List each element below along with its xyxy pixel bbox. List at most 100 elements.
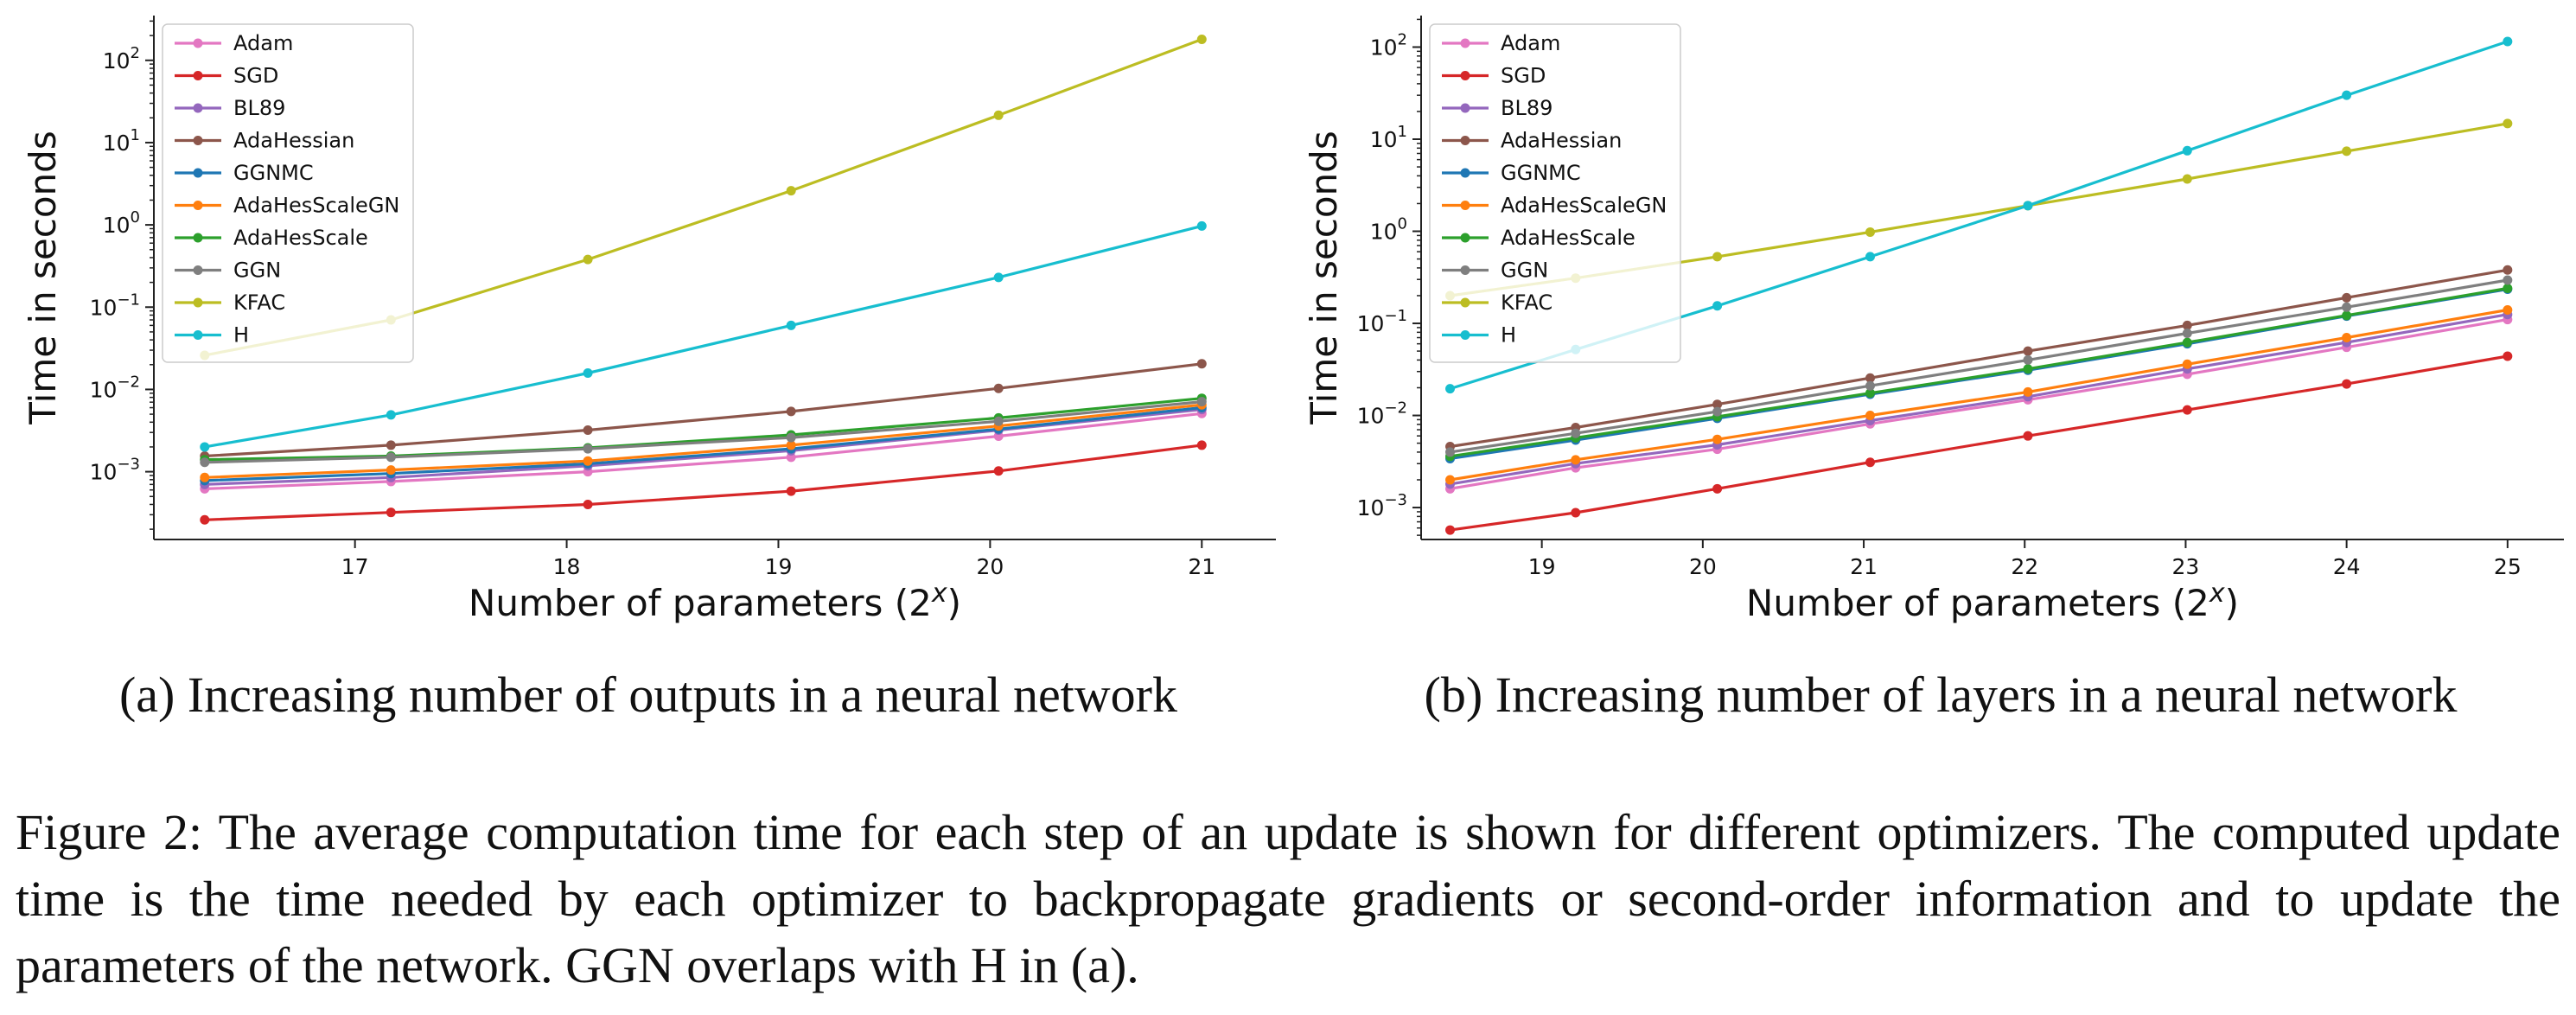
chart-b: 10−3 10−2 10−1 100 101 102 19 20 21 22 23 24 25 Numbe… (1303, 16, 2564, 624)
data-point-ggn (2023, 354, 2033, 365)
data-point-h (200, 442, 210, 452)
data-point-h (1196, 220, 1207, 231)
y-tick-label: 10−1 (1357, 307, 1407, 336)
data-point-ggn (1712, 406, 1723, 417)
data-point-adahessian (2503, 265, 2513, 275)
data-point-kfac (583, 254, 593, 265)
data-point-adahessian (583, 425, 593, 436)
data-point-ggn (786, 432, 796, 443)
data-point-sgd (200, 514, 210, 525)
figure-caption: Figure 2: The average computation time f… (16, 804, 2560, 993)
data-point-ggn (2503, 275, 2513, 285)
y-axis-title: Time in seconds (1303, 131, 1345, 425)
series-line-adam (1450, 318, 2509, 490)
x-tick-label: 17 (341, 554, 369, 579)
data-point-adahesscalegn (2342, 333, 2352, 343)
legend-marker (1460, 103, 1470, 113)
legend-label: GGN (1501, 259, 1548, 283)
x-axis-title: Number of parameters (2x) (469, 578, 961, 624)
data-point-h (2023, 201, 2033, 211)
data-point-adahesscalegn (2503, 304, 2513, 315)
data-point-ggn (1196, 397, 1207, 407)
legend-label: AdaHesScale (233, 226, 368, 250)
legend-label: AdaHesScale (1501, 226, 1636, 250)
series-line-adam (204, 412, 1202, 490)
data-point-h (386, 410, 396, 420)
subcaption-a: (a) Increasing number of outputs in a ne… (118, 667, 1178, 723)
data-point-h (583, 368, 593, 379)
y-tick-label: 102 (103, 44, 140, 73)
data-point-adahesscale (2182, 337, 2192, 348)
data-point-adahessian (1712, 399, 1723, 410)
data-point-sgd (2182, 405, 2192, 415)
legend-label: H (1501, 323, 1516, 348)
legend-label: Adam (1501, 31, 1560, 55)
data-point-adahessian (386, 440, 396, 450)
data-point-ggn (993, 416, 1004, 426)
y-tick-label: 10−1 (90, 290, 140, 320)
legend-marker (193, 71, 203, 80)
legend-marker (193, 330, 203, 340)
data-point-ggn (1865, 380, 1875, 391)
data-point-adam (786, 452, 796, 463)
y-tick-label: 10−3 (1357, 491, 1407, 520)
data-point-sgd (2503, 351, 2513, 361)
x-tick-label: 19 (1528, 554, 1556, 579)
legend-label: H (233, 323, 249, 348)
y-tick-label: 101 (103, 126, 140, 156)
data-point-sgd (993, 466, 1004, 476)
data-point-adahessian (2342, 292, 2352, 303)
x-tick-label: 24 (2333, 554, 2361, 579)
data-point-adahesscalegn (786, 440, 796, 450)
legend-marker (1460, 168, 1470, 178)
data-point-adahesscale (2342, 310, 2352, 321)
data-point-ggn (583, 444, 593, 454)
legend-label: AdaHessian (233, 129, 354, 153)
x-tick-label: 21 (1188, 554, 1215, 579)
series-line-adahesscalegn (1450, 308, 2509, 482)
data-point-adahessian (993, 383, 1004, 393)
data-point-ggn (386, 452, 396, 463)
series-line-ggn (1450, 278, 2509, 454)
y-tick-label: 100 (103, 208, 140, 238)
data-point-h (1712, 301, 1723, 311)
data-point-kfac (1196, 34, 1207, 44)
legend-marker (1460, 330, 1470, 340)
data-point-sgd (1865, 457, 1875, 468)
legend-box (1429, 23, 1681, 363)
legend-label: Adam (233, 31, 293, 55)
data-point-ggn (2182, 329, 2192, 339)
legend-label: GGN (233, 259, 281, 283)
data-point-h (2182, 145, 2192, 156)
data-point-sgd (786, 486, 796, 496)
data-point-h (786, 320, 796, 330)
data-point-kfac (1712, 252, 1723, 262)
x-tick-label: 20 (1689, 554, 1717, 579)
y-tick-label: 101 (1370, 123, 1407, 152)
legend-marker (1460, 38, 1470, 48)
data-point-adahessian (2023, 346, 2033, 356)
legend-marker (1460, 297, 1470, 308)
y-axis-title: Time in seconds (22, 131, 64, 425)
series-line-ggn (204, 400, 1202, 464)
data-point-kfac (2182, 174, 2192, 184)
series-line-adahesscale (1450, 286, 2509, 458)
series-line-bl89 (1450, 313, 2509, 486)
x-tick-label: 18 (553, 554, 581, 579)
data-point-kfac (2503, 118, 2513, 129)
y-tick-label: 102 (1370, 30, 1407, 60)
legend-marker (193, 168, 203, 178)
legend-label: SGD (1501, 64, 1546, 88)
x-tick-label: 20 (976, 554, 1004, 579)
legend-marker (1460, 201, 1470, 210)
legend-label: AdaHesScaleGN (233, 194, 399, 218)
data-point-h (2342, 90, 2352, 100)
data-point-adahessian (1865, 373, 1875, 383)
x-tick-label: 25 (2494, 554, 2522, 579)
data-point-ggn (200, 457, 210, 468)
x-tick-label: 23 (2172, 554, 2200, 579)
data-point-adahessian (1196, 359, 1207, 369)
data-point-adahessian (2182, 320, 2192, 330)
data-point-sgd (1196, 440, 1207, 450)
